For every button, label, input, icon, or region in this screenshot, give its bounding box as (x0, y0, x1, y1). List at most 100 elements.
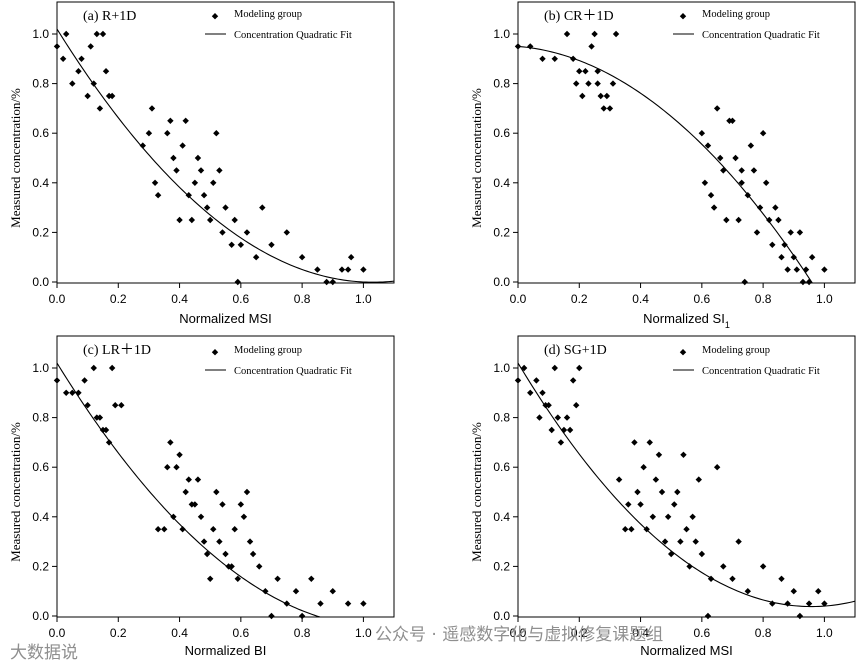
data-point (588, 43, 595, 50)
data-point (686, 563, 693, 570)
y-tick-label: 0.2 (32, 559, 49, 573)
data-point (108, 364, 116, 372)
data-point (249, 550, 257, 558)
watermark-left: 大数据说 (10, 643, 78, 663)
x-tick-label: 0.4 (171, 626, 188, 640)
y-tick-label: 0.8 (493, 411, 510, 425)
data-point (173, 167, 180, 174)
data-point (759, 130, 767, 137)
data-point (185, 476, 192, 483)
data-point (191, 501, 199, 508)
data-point (234, 575, 241, 582)
data-point (194, 476, 202, 483)
data-point (317, 600, 324, 607)
data-point (674, 488, 681, 496)
fit-curve (57, 28, 394, 283)
data-point (93, 30, 101, 38)
x-tick-label: 1.0 (355, 292, 372, 306)
y-tick-label: 0.6 (493, 126, 510, 140)
data-point (701, 179, 709, 186)
data-point (594, 68, 601, 75)
x-tick-label: 0.6 (232, 292, 249, 306)
data-point (75, 68, 82, 75)
data-point (720, 563, 727, 570)
data-point (59, 55, 67, 62)
data-point (176, 216, 183, 224)
data-point (90, 364, 97, 372)
data-point (591, 30, 598, 38)
data-point (170, 154, 177, 162)
data-point (759, 563, 767, 570)
data-point (805, 600, 813, 607)
data-point (597, 92, 604, 100)
data-point (802, 266, 810, 273)
data-point (723, 216, 730, 224)
data-point (539, 389, 546, 397)
y-axis-label: Measured concentration/% (469, 422, 484, 562)
chart-panel-0: 0.0 0.2 0.4 0.6 0.8 1.0 0.0 0.2 0.4 0.6 0.8 1.0 Norm… (8, 1, 395, 326)
data-point (603, 92, 611, 100)
data-point (793, 266, 801, 273)
x-tick-label: 0.0 (49, 292, 66, 306)
data-point (234, 278, 241, 286)
data-point (298, 254, 306, 261)
data-point (784, 600, 791, 607)
data-point (569, 377, 577, 384)
data-point (69, 389, 76, 397)
data-point (298, 612, 306, 620)
y-tick-label: 1.0 (493, 27, 510, 41)
data-point (102, 426, 110, 434)
data-point (649, 513, 657, 520)
x-tick-label: 0.4 (171, 292, 188, 306)
x-tick-label: 1.0 (816, 292, 833, 306)
data-point (53, 377, 61, 384)
x-tick-label: 0.8 (755, 292, 772, 306)
data-point (167, 117, 174, 124)
data-point (557, 439, 565, 446)
data-point (283, 229, 290, 236)
data-point (744, 588, 751, 595)
y-tick-label: 0.6 (32, 460, 49, 474)
data-point (203, 550, 211, 558)
data-point (713, 464, 721, 471)
data-point (228, 241, 235, 248)
data-point (631, 439, 638, 446)
data-point (329, 278, 336, 286)
data-point (573, 402, 580, 409)
data-point (683, 526, 690, 533)
legend-label: Concentration Quadratic Fit (702, 30, 820, 41)
x-tick-label: 0.8 (755, 626, 772, 640)
data-point (692, 538, 699, 545)
data-point (698, 130, 706, 137)
data-point (738, 179, 745, 186)
data-point (821, 266, 828, 273)
data-point (536, 414, 543, 421)
y-tick-label: 0.2 (493, 225, 510, 239)
data-point (732, 154, 739, 162)
panel-title: (d) SG+1D (544, 343, 607, 358)
data-point (628, 526, 635, 533)
data-point (329, 588, 336, 595)
legend-marker (211, 13, 219, 20)
y-axis-label: Measured concentration/% (8, 88, 23, 228)
data-point (781, 241, 788, 248)
data-point (197, 513, 205, 520)
y-tick-label: 0.2 (493, 559, 510, 573)
data-point (240, 513, 248, 520)
data-point (753, 229, 761, 236)
data-point (637, 501, 644, 508)
data-point (243, 488, 251, 496)
data-point (805, 278, 813, 286)
plot-frame (517, 335, 856, 618)
data-point (179, 142, 186, 149)
data-point (164, 130, 171, 137)
data-point (585, 80, 592, 87)
legend-label: Concentration Quadratic Fit (234, 30, 352, 41)
data-point (563, 30, 571, 38)
data-point (308, 575, 315, 582)
data-point (720, 167, 727, 174)
data-point (756, 204, 764, 211)
chart-panel-2: 0.0 0.2 0.4 0.6 0.8 1.0 0.0 0.2 0.4 0.6 0.8 1.0 Norm… (8, 335, 395, 658)
data-point (729, 117, 736, 124)
data-point (750, 167, 758, 174)
